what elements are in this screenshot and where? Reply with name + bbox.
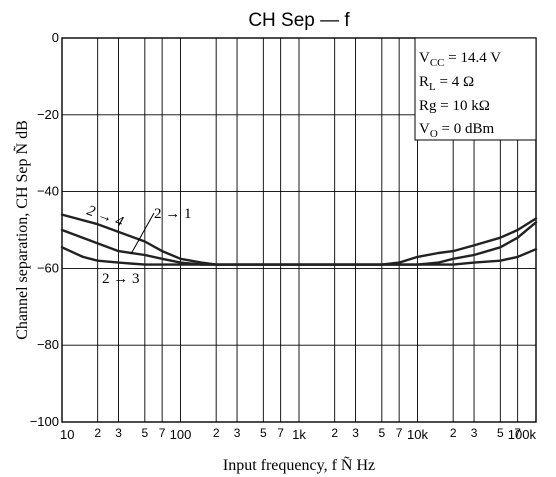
series-label-2-1-pointer [130, 212, 155, 255]
x-axis-label: Input frequency, f Ñ Hz [223, 456, 375, 474]
series-lines [60, 213, 538, 266]
condition-rl: RL = 4 Ω [419, 74, 474, 93]
chart-title: CH Sep — f [248, 10, 350, 31]
x-minor-tick-label: 7 [514, 426, 521, 440]
y-tick-label: −80 [37, 337, 59, 352]
series-line-3 [60, 246, 538, 266]
x-minor-tick-label: 2 [450, 426, 457, 440]
x-minor-tick-label: 3 [471, 426, 478, 440]
x-minor-tick-label: 7 [159, 426, 166, 440]
y-tick-label: −20 [37, 107, 59, 122]
conditions-box [414, 37, 537, 141]
x-minor-tick-label: 2 [213, 426, 220, 440]
x-minor-tick-label: 5 [260, 426, 267, 440]
y-tick-label: −60 [37, 260, 59, 275]
x-minor-tick-label: 7 [277, 426, 284, 440]
condition-vo: VO = 0 dBm [419, 121, 495, 140]
x-tick-label: 100k [508, 427, 537, 442]
y-tick-label: 0 [52, 30, 59, 45]
x-minor-tick-label: 3 [234, 426, 241, 440]
y-tick-labels: 0 −20 −40 −60 −80 −100 [30, 30, 59, 429]
x-minor-tick-label: 5 [378, 426, 385, 440]
x-tick-label: 10 [60, 427, 74, 442]
y-axis-label: Channel separation, CH Sep Ñ dB [13, 120, 31, 340]
y-tick-label: −100 [30, 414, 59, 429]
x-minor-tick-label: 2 [94, 426, 101, 440]
series-label-2-1: 2 → 1 [154, 206, 192, 222]
y-tick-label: −40 [37, 184, 59, 199]
condition-vcc: VCC = 14.4 V [419, 50, 501, 69]
condition-rg: Rg = 10 kΩ [419, 98, 490, 114]
x-minor-tick-label: 3 [115, 426, 122, 440]
x-minor-tick-label: 2 [331, 426, 338, 440]
x-minor-tick-label: 7 [396, 426, 403, 440]
x-minor-tick-label: 5 [141, 426, 148, 440]
x-minor-tick-label: 3 [352, 426, 359, 440]
x-tick-label: 10k [407, 427, 428, 442]
x-tick-label: 100 [170, 427, 192, 442]
series-label-2-3: 2 → 3 [102, 271, 140, 287]
x-tick-label: 1k [292, 427, 306, 442]
x-minor-tick-label: 5 [497, 426, 504, 440]
